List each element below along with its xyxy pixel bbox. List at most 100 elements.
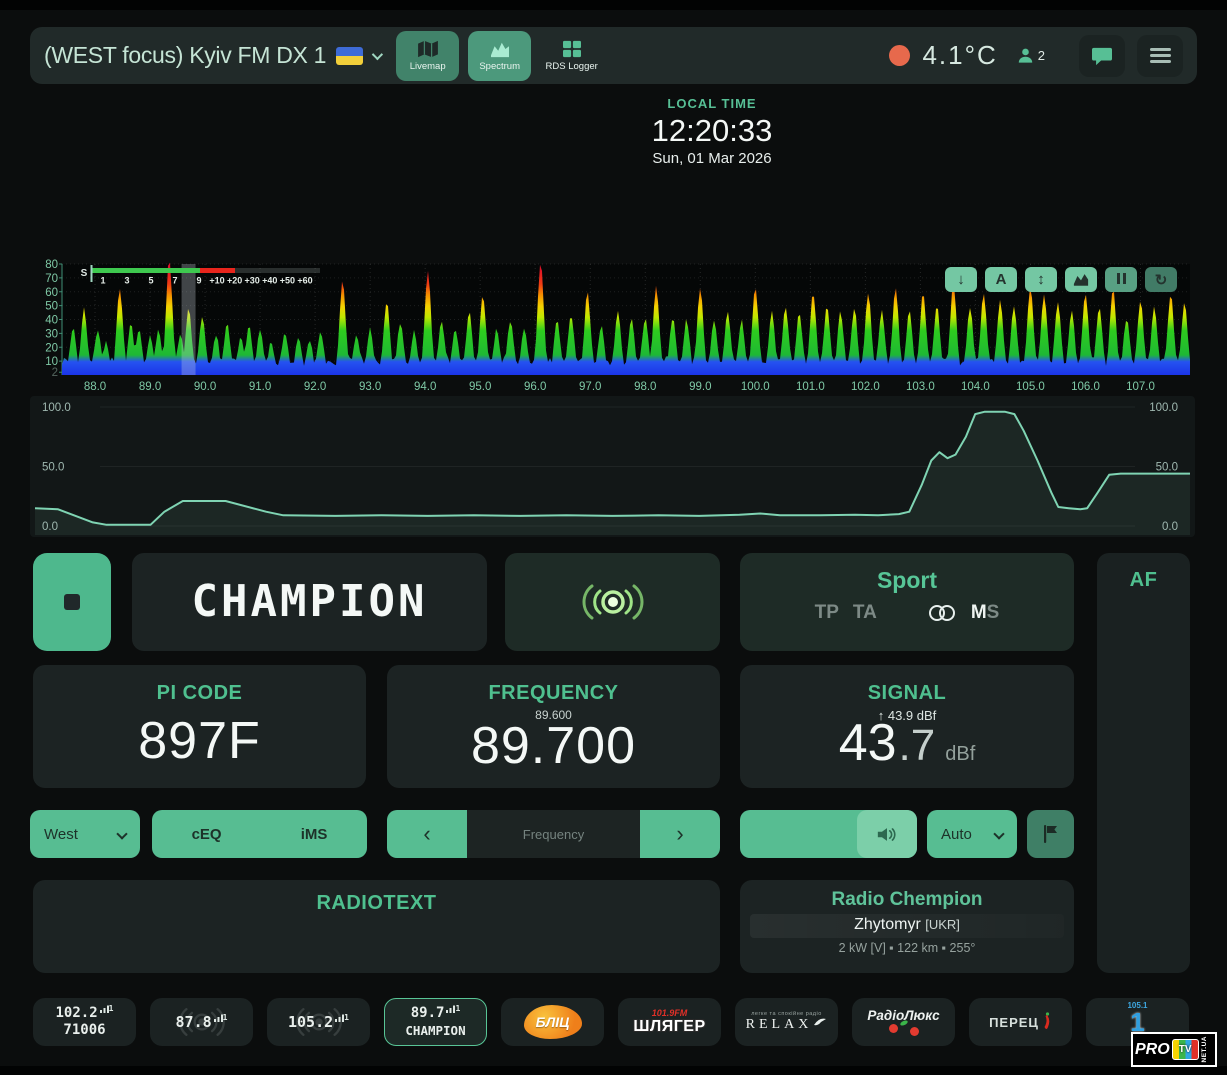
smeter-scale-label: 7	[172, 276, 177, 286]
spectrum-y-tick-label: 70	[45, 273, 58, 285]
spectrum-x-tick-label: 99.0	[689, 381, 711, 393]
ims-toggle[interactable]: iMS	[300, 825, 328, 843]
spectrum-x-tick-label: 103.0	[906, 381, 935, 393]
listener-counter: 2	[1016, 46, 1045, 65]
server-select-chevron-icon[interactable]	[371, 48, 384, 60]
spectrum-y-tick-label: 80	[45, 259, 58, 271]
preset-button-87-8[interactable]: 87.8 1	[150, 998, 253, 1046]
pro-tv-watermark: PRO TV NET.UA	[1131, 1032, 1217, 1067]
stop-button[interactable]	[33, 553, 111, 651]
preset-button-105-2[interactable]: 105.2 1	[267, 998, 370, 1046]
spectrum-x-tick-label: 96.0	[524, 381, 546, 393]
spectrum-analyzer[interactable]: 88.0 89.0 90.0 91.0 92.0 93.0 94.0 95.0 96.0 97.0…	[30, 256, 1195, 396]
autoscale-button[interactable]: A	[985, 267, 1017, 292]
spectrum-x-tick-label: 106.0	[1071, 381, 1100, 393]
nav-spectrum-label: Spectrum	[479, 60, 520, 72]
peak-hold-down-button[interactable]: ↓	[945, 267, 977, 292]
chevron-down-icon	[993, 828, 1005, 840]
signal-decimal: .7	[898, 721, 936, 770]
signal-bars-icon: 1	[335, 1013, 349, 1022]
relax-tagline: легке та спокійне радіо	[751, 1011, 822, 1017]
status-dot	[889, 45, 911, 66]
spectrum-x-tick-label: 88.0	[84, 381, 106, 393]
af-panel: AF	[1097, 553, 1190, 973]
signal-y-tick-right: 50.0	[1156, 462, 1178, 474]
relax-logo: RELAX	[746, 1017, 828, 1033]
tuned-frequency-marker[interactable]	[181, 264, 196, 375]
signal-unit: dBf	[945, 743, 976, 765]
scale-toggle-button[interactable]: ↕	[1025, 267, 1057, 292]
tx-highlight-band	[750, 914, 1064, 938]
signal-y-tick-right: 100.0	[1149, 402, 1178, 414]
spectrum-x-tick-label: 95.0	[469, 381, 491, 393]
smeter-scale-label: 3	[124, 276, 129, 286]
preset-button-relax[interactable]: легке та спокійне радіо RELAX	[735, 998, 838, 1046]
tune-up-button[interactable]: ›	[640, 810, 720, 858]
blits-logo: БЛІЦ	[523, 1005, 582, 1039]
menu-button[interactable]	[1137, 34, 1183, 77]
mode-select[interactable]: Auto	[927, 810, 1017, 858]
spectrum-x-tick-label: 100.0	[741, 381, 770, 393]
smeter-scale-label: +20	[227, 276, 242, 286]
server-title: (WEST focus) Kyiv FM DX 1	[44, 42, 327, 68]
preset-button-perets[interactable]: ПЕРЕЦ	[969, 998, 1072, 1046]
nav-livemap-button[interactable]: Livemap	[396, 30, 460, 81]
radiotext-panel: RADIOTEXT	[33, 880, 720, 973]
antenna-select[interactable]: West	[30, 810, 140, 858]
preset-button-shlyager[interactable]: 101.9FM ШЛЯГЕР	[618, 998, 721, 1046]
frequency-label: FREQUENCY	[488, 682, 619, 704]
volume-thumb[interactable]	[857, 810, 917, 858]
tp-flag: TP	[814, 602, 839, 623]
1fm-logo: 1	[1130, 1007, 1145, 1037]
spectrum-x-tick-label: 90.0	[194, 381, 216, 393]
frequency-value[interactable]: 89.700	[470, 717, 637, 775]
preset-button-102-2[interactable]: 102.2 1 71006	[33, 998, 136, 1046]
flag-report-button[interactable]	[1027, 810, 1074, 858]
clock-date: Sun, 01 Mar 2026	[652, 150, 772, 167]
top-strip	[0, 0, 1227, 10]
dsp-toggle-group: cEQ iMS	[152, 810, 367, 858]
signal-y-tick-right: 0.0	[1162, 521, 1178, 533]
antenna-select-value: West	[44, 825, 78, 843]
spectrum-x-tick-label: 89.0	[139, 381, 161, 393]
graph-mode-button[interactable]	[1065, 267, 1097, 292]
clock-time: 12:20:33	[651, 113, 773, 148]
spectrum-x-tick-label: 91.0	[249, 381, 271, 393]
header-nav: Livemap Spectrum RDS Logger	[396, 30, 603, 81]
preset-frequency: 102.2 1	[55, 1004, 114, 1022]
refresh-button[interactable]: ↻	[1145, 267, 1177, 292]
signal-bars-icon: 1	[446, 1005, 460, 1013]
ms-speech-flag: S	[986, 602, 1000, 623]
smeter-scale-label: +60	[297, 276, 312, 286]
map-icon	[417, 40, 438, 57]
ceq-toggle[interactable]: cEQ	[191, 825, 222, 843]
chat-button[interactable]	[1079, 34, 1125, 77]
shlyager-logo: ШЛЯГЕР	[633, 1018, 706, 1035]
peak-arrow-icon: ↑	[877, 708, 885, 723]
volume-slider[interactable]	[740, 810, 917, 858]
signal-graph-background	[30, 396, 1195, 537]
signal-line	[34, 410, 1190, 526]
preset-button-blits[interactable]: БЛІЦ	[501, 998, 604, 1046]
smeter-scale-label: +50	[280, 276, 295, 286]
pi-panel: PI CODE 897F	[33, 665, 366, 788]
frequency-input[interactable]: Frequency	[467, 810, 640, 858]
preset-button-89-7-active[interactable]: 89.7 1 CHAMPION	[384, 998, 487, 1046]
preset-button-radio-lux[interactable]: РадіоЛюкс	[852, 998, 955, 1046]
tx-name: Radio Chempion	[831, 889, 983, 910]
nav-spectrum-button[interactable]: Spectrum	[468, 30, 532, 81]
nav-rds-logger-button[interactable]: RDS Logger	[540, 31, 603, 81]
pause-button[interactable]	[1105, 267, 1137, 292]
listener-count: 2	[1037, 48, 1045, 63]
signal-readout: 43 .7 dBf	[740, 713, 1074, 773]
chat-icon	[1092, 47, 1112, 65]
pi-label: PI CODE	[156, 682, 243, 704]
smeter-track	[235, 268, 320, 273]
ps-panel: CHAMPION	[132, 553, 487, 651]
bird-icon	[814, 1018, 827, 1026]
signal-panel: SIGNAL ↑ 43.9 dBf 43 .7 dBf	[740, 665, 1074, 788]
tune-down-button[interactable]: ‹	[387, 810, 467, 858]
spectrum-x-tick-label: 107.0	[1126, 381, 1155, 393]
signal-bars-icon: 1	[99, 1005, 113, 1013]
